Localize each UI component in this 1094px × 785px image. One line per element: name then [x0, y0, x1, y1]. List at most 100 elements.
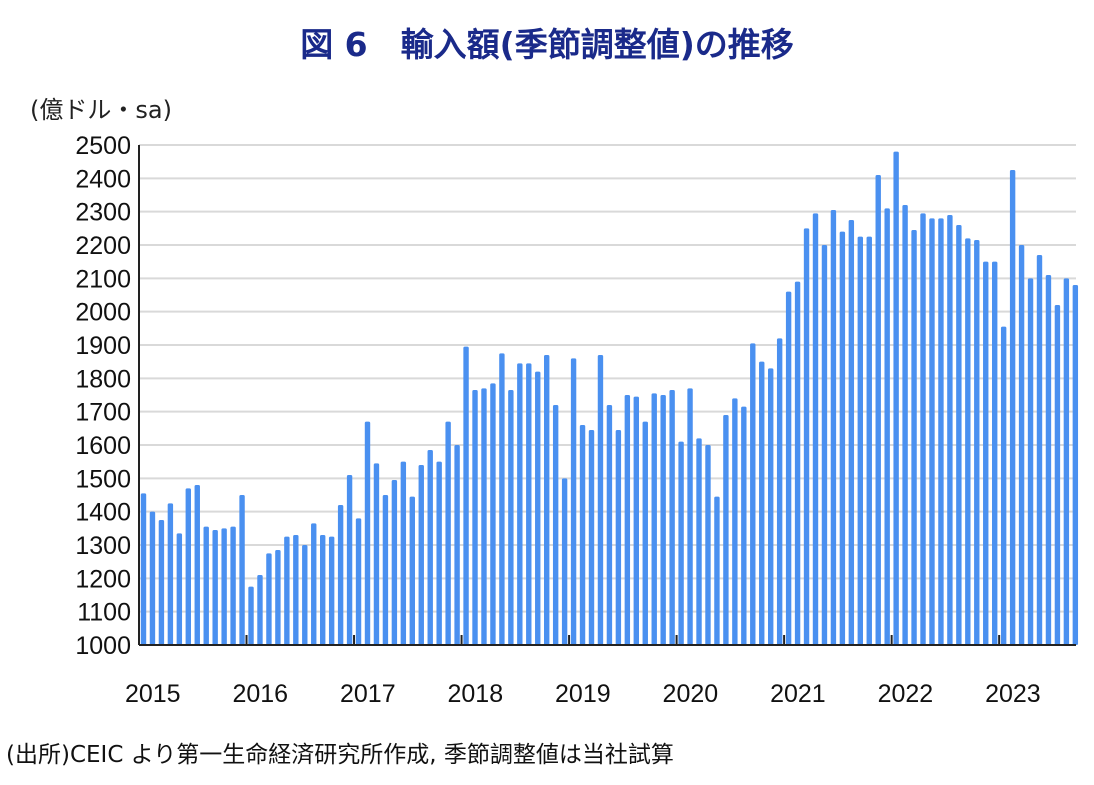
bar [651, 393, 657, 645]
bar [759, 361, 765, 645]
bar [785, 291, 792, 645]
bar [373, 463, 380, 645]
bar [552, 405, 559, 645]
bar [741, 406, 747, 645]
bar [454, 445, 460, 645]
bar [902, 205, 908, 645]
bar [257, 575, 263, 645]
bar [212, 530, 218, 645]
y-tick-label: 1200 [75, 565, 131, 593]
y-tick-label: 2000 [75, 299, 131, 327]
bar [203, 526, 209, 645]
bar [866, 236, 872, 645]
y-tick-label: 1100 [77, 599, 131, 627]
x-tick-label: 2016 [232, 680, 288, 708]
y-tick-label: 2400 [75, 165, 131, 193]
y-tick-label: 1300 [75, 532, 131, 560]
x-tick-label: 2020 [663, 680, 719, 708]
bar [364, 421, 371, 645]
bar [140, 493, 147, 645]
bar [346, 475, 353, 645]
bar [418, 465, 424, 645]
bar [812, 213, 819, 646]
y-tick-label: 2300 [75, 199, 131, 227]
bar [1009, 170, 1016, 645]
y-tick-label: 1000 [75, 632, 131, 660]
bar [768, 368, 774, 645]
bar [517, 363, 523, 645]
bar [579, 425, 586, 645]
bar [490, 383, 496, 645]
bar [857, 236, 863, 645]
bar [472, 390, 478, 645]
bar [158, 520, 165, 645]
bar [185, 488, 191, 645]
bar [974, 240, 980, 645]
bar [938, 218, 944, 646]
bar [875, 175, 881, 645]
bar [302, 545, 308, 645]
bar [633, 396, 639, 645]
bar [311, 523, 317, 645]
x-tick-label: 2015 [125, 680, 181, 708]
y-tick-label: 2100 [75, 265, 131, 293]
x-tick-label: 2019 [555, 680, 611, 708]
bar [929, 218, 935, 646]
bar [337, 505, 344, 645]
bar [696, 438, 702, 645]
x-tick-label: 2021 [770, 680, 826, 708]
bar [884, 208, 890, 646]
y-tick-label: 1400 [75, 499, 131, 527]
bar [1018, 245, 1025, 645]
y-tick-label: 2500 [75, 132, 131, 160]
bar [642, 421, 648, 645]
bar [624, 395, 631, 645]
bar [1054, 305, 1061, 645]
bar [705, 445, 711, 645]
bar [167, 503, 174, 645]
bar [508, 390, 514, 645]
bar [445, 421, 451, 645]
bar [794, 281, 801, 645]
bar [436, 461, 442, 645]
y-tick-label: 1700 [75, 399, 131, 427]
bar [947, 215, 953, 645]
bar [714, 496, 720, 645]
bar [535, 371, 541, 645]
bar [660, 395, 666, 645]
bar [1000, 326, 1007, 645]
bar [1072, 285, 1079, 645]
bar [266, 553, 272, 645]
bar [803, 228, 810, 646]
bar [194, 485, 200, 645]
bar [821, 245, 828, 645]
bar [1027, 278, 1034, 645]
bar [149, 511, 156, 645]
bar [678, 441, 684, 645]
bar [983, 261, 989, 645]
bar [606, 405, 613, 645]
bar [723, 415, 729, 645]
bar [1036, 255, 1043, 645]
x-tick-label: 2023 [985, 680, 1041, 708]
bar [400, 461, 407, 645]
bar [956, 225, 962, 645]
bar [409, 496, 415, 645]
bar [481, 388, 487, 645]
bar [526, 363, 532, 645]
source-note: (出所)CEIC より第一生命経済研究所作成, 季節調整値は当社試算 [6, 742, 674, 768]
bar [615, 430, 622, 645]
bar [382, 495, 389, 645]
bar [463, 346, 469, 645]
bar [427, 450, 433, 645]
bar [830, 210, 837, 645]
bar [776, 338, 783, 645]
bar [839, 231, 846, 645]
bar [588, 430, 595, 645]
bar [992, 261, 998, 645]
bar [391, 480, 398, 645]
bar [669, 390, 675, 645]
bar [893, 151, 899, 645]
bar [1063, 278, 1070, 645]
